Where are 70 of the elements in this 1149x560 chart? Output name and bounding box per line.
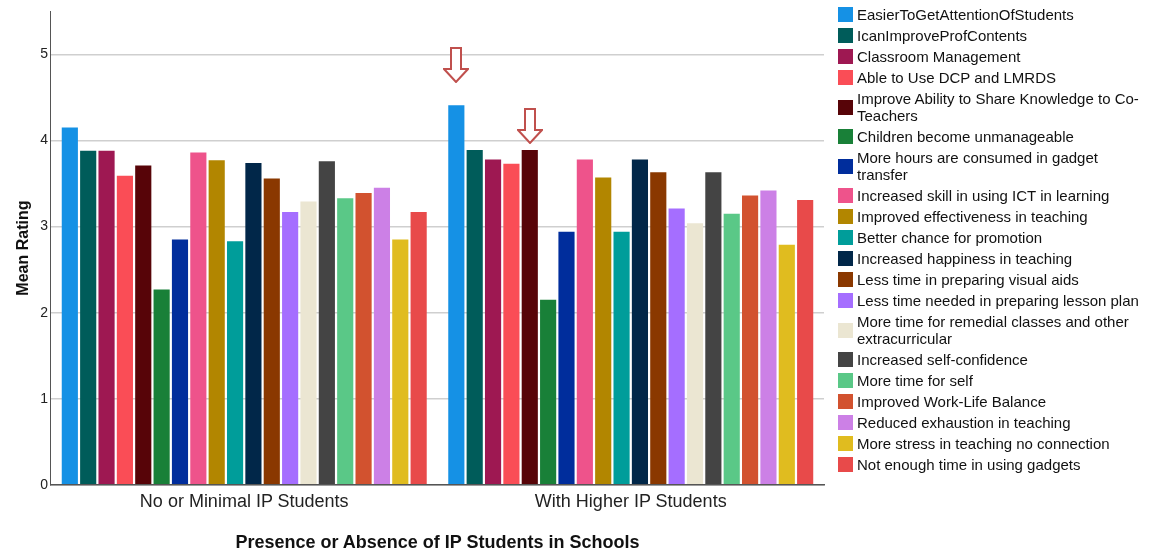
bar [558, 231, 575, 485]
bar [631, 159, 648, 485]
bar [540, 299, 557, 485]
legend-label: Increased skill in using ICT in learning [857, 187, 1110, 204]
bar [337, 198, 354, 485]
bar [668, 208, 685, 485]
bar [171, 239, 189, 485]
bar [686, 223, 704, 485]
legend-label: Increased self-confidence [857, 351, 1028, 368]
bar [392, 239, 409, 485]
legend-label: Less time needed in preparing lesson plan [857, 292, 1139, 309]
bar [355, 193, 372, 485]
bar [742, 195, 759, 485]
bar [797, 199, 814, 485]
x-tick-label: With Higher IP Students [534, 490, 727, 511]
bar [282, 211, 299, 485]
legend-label: Children become unmanageable [857, 128, 1074, 145]
bar [576, 159, 593, 485]
legend-label: EasierToGetAttentionOfStudents [857, 6, 1074, 23]
legend-label: Reduced exhaustion in teaching [857, 414, 1071, 431]
bar [503, 163, 520, 485]
legend-label: More stress in teaching no connection [857, 435, 1110, 452]
legend-label: IcanImproveProfContents [857, 27, 1028, 44]
bar [153, 289, 170, 485]
bar [595, 177, 612, 485]
bar [116, 175, 133, 485]
bar [190, 152, 207, 485]
bar [521, 149, 538, 485]
legend-label: Improved Work-Life Balance [857, 393, 1046, 410]
bar [226, 241, 244, 485]
y-tick-label: 1 [40, 389, 49, 406]
legend-label: Improved effectiveness in teaching [857, 208, 1088, 225]
bar [760, 190, 777, 485]
legend-label: Able to Use DCP and LMRDS [857, 69, 1056, 86]
bar [61, 127, 78, 485]
legend-label: Better chance for promotion [857, 229, 1043, 246]
bar [135, 165, 152, 485]
bar [300, 201, 317, 485]
legend-label: Not enough time in using gadgets [857, 456, 1081, 473]
x-tick-label: No or Minimal IP Students [139, 490, 349, 511]
y-tick-label: 0 [40, 475, 49, 492]
bar [705, 172, 722, 485]
bar [410, 211, 427, 485]
bar [448, 105, 465, 485]
bar [80, 150, 97, 485]
bar [723, 213, 740, 485]
bar [650, 172, 667, 485]
bar [466, 149, 483, 485]
y-tick-label: 5 [40, 45, 49, 62]
y-tick-label: 2 [40, 303, 49, 320]
y-tick-label: 3 [40, 217, 49, 234]
bar [778, 244, 795, 485]
bar [208, 160, 225, 485]
bar [245, 162, 262, 485]
legend-label: Classroom Management [857, 48, 1021, 65]
bar [373, 187, 391, 485]
legend-label: Increased happiness in teaching [857, 250, 1073, 267]
bar [98, 150, 115, 485]
bar [484, 159, 502, 485]
legend-label: Improve Ability to Share Knowledge to Co-Teachers [857, 90, 1140, 124]
bar [318, 161, 335, 485]
bar [613, 231, 630, 485]
y-axis-title: Mean Rating [14, 200, 32, 296]
legend-label: Less time in preparing visual aids [857, 271, 1079, 288]
legend-label: More hours are consumed in gadget transfer [857, 149, 1099, 183]
legend-label: More time for remedial classes and other extracurricular [857, 313, 1130, 347]
legend-label: More time for self [857, 372, 973, 389]
bar [263, 178, 280, 485]
y-tick-label: 4 [40, 131, 49, 148]
x-axis-title: Presence or Absence of IP Students in Schools [235, 532, 640, 553]
